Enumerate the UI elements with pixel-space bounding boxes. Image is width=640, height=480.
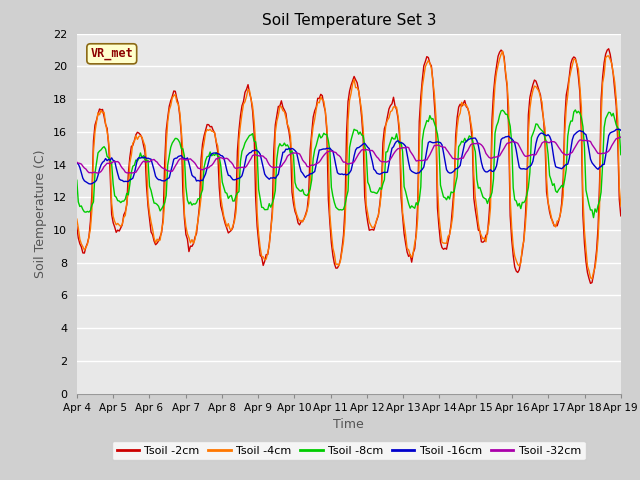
Tsoil -8cm [311, 147, 319, 153]
Tsoil -4cm [311, 116, 319, 122]
Tsoil -4cm [499, 48, 506, 54]
Line: Tsoil -2cm: Tsoil -2cm [77, 49, 621, 283]
Tsoil -2cm [262, 252, 270, 257]
Tsoil -4cm [235, 136, 243, 142]
Tsoil -32cm [73, 159, 81, 165]
Tsoil -16cm [73, 160, 81, 166]
Tsoil -32cm [141, 159, 149, 165]
Line: Tsoil -8cm: Tsoil -8cm [77, 110, 621, 217]
Tsoil -2cm [605, 46, 612, 52]
Tsoil -16cm [264, 175, 271, 180]
Tsoil -16cm [616, 126, 623, 132]
Tsoil -2cm [587, 280, 595, 286]
Tsoil -32cm [617, 134, 625, 140]
Title: Soil Temperature Set 3: Soil Temperature Set 3 [262, 13, 436, 28]
Tsoil -2cm [311, 108, 319, 114]
Tsoil -8cm [588, 207, 596, 213]
Tsoil -2cm [253, 223, 261, 229]
Tsoil -8cm [253, 149, 261, 155]
Tsoil -8cm [235, 189, 243, 194]
Tsoil -2cm [588, 280, 596, 286]
Y-axis label: Soil Temperature (C): Soil Temperature (C) [35, 149, 47, 278]
Tsoil -4cm [617, 203, 625, 209]
Tsoil -2cm [235, 128, 243, 133]
Tsoil -4cm [589, 269, 597, 275]
Tsoil -32cm [312, 161, 320, 167]
Tsoil -4cm [253, 210, 261, 216]
Tsoil -32cm [237, 165, 244, 170]
Tsoil -4cm [140, 139, 147, 144]
Tsoil -16cm [237, 175, 244, 180]
Tsoil -8cm [140, 153, 147, 158]
Tsoil -16cm [141, 154, 149, 160]
Tsoil -32cm [588, 142, 596, 147]
Tsoil -32cm [127, 170, 135, 176]
Tsoil -16cm [588, 160, 596, 166]
Tsoil -32cm [264, 159, 271, 165]
Line: Tsoil -4cm: Tsoil -4cm [77, 51, 621, 279]
Tsoil -32cm [255, 153, 262, 159]
Tsoil -2cm [140, 142, 147, 148]
Tsoil -8cm [617, 152, 625, 157]
Tsoil -2cm [617, 213, 625, 219]
Tsoil -16cm [312, 161, 320, 167]
Tsoil -8cm [262, 207, 270, 213]
Tsoil -4cm [73, 216, 81, 222]
Tsoil -16cm [617, 127, 625, 133]
Line: Tsoil -16cm: Tsoil -16cm [77, 129, 621, 184]
Tsoil -16cm [86, 181, 94, 187]
Tsoil -8cm [572, 107, 579, 113]
Tsoil -2cm [73, 224, 81, 230]
Legend: Tsoil -2cm, Tsoil -4cm, Tsoil -8cm, Tsoil -16cm, Tsoil -32cm: Tsoil -2cm, Tsoil -4cm, Tsoil -8cm, Tsoi… [112, 441, 586, 460]
Line: Tsoil -32cm: Tsoil -32cm [77, 137, 621, 173]
Tsoil -4cm [588, 276, 596, 282]
Tsoil -8cm [73, 178, 81, 183]
Tsoil -8cm [589, 215, 597, 220]
Text: VR_met: VR_met [90, 48, 133, 60]
X-axis label: Time: Time [333, 418, 364, 431]
Tsoil -4cm [262, 256, 270, 262]
Tsoil -16cm [255, 149, 262, 155]
